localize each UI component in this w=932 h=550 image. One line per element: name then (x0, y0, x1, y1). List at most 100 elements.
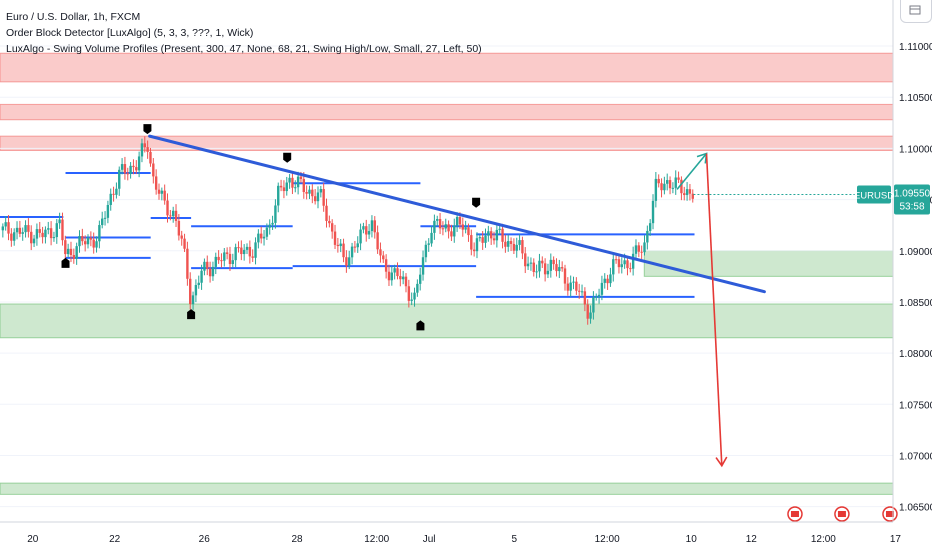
candle-body (58, 219, 61, 224)
candle-body (146, 147, 149, 152)
candle-body (328, 220, 331, 224)
candle-body (683, 193, 686, 196)
candle-body (52, 237, 56, 239)
candle-body (285, 182, 288, 192)
candle-body (674, 177, 677, 188)
candle-body (643, 242, 646, 253)
candle-body (120, 164, 124, 170)
legend-indicator-volume-profiles[interactable]: LuxAlgo - Swing Volume Profiles (Present… (6, 43, 482, 55)
candle-body (330, 223, 334, 232)
candle-body (410, 299, 413, 301)
candle-body (458, 216, 462, 225)
candle-body (143, 143, 146, 148)
candle-body (512, 243, 516, 251)
candle-body (455, 216, 459, 226)
candle-body (7, 222, 10, 234)
candle-body (444, 224, 447, 229)
candle-body (555, 264, 558, 272)
settings-icon (909, 5, 921, 15)
candle-body (396, 268, 399, 277)
candle-body (217, 256, 220, 261)
candle-body (629, 268, 632, 270)
candle-body (447, 224, 450, 232)
candle-body (12, 232, 16, 241)
legend-symbol-title[interactable]: Euro / U.S. Dollar, 1h, FXCM (6, 11, 141, 23)
candle-body (308, 189, 311, 194)
candle-body (603, 278, 606, 283)
candle-body (350, 246, 354, 258)
candle-body (89, 237, 93, 240)
candle-body (654, 178, 658, 201)
candle-body (421, 257, 425, 275)
candle-body (438, 219, 442, 229)
candle-body (69, 248, 73, 255)
candle-body (279, 185, 283, 188)
candle-body (257, 233, 260, 243)
candle-body (305, 192, 308, 194)
candle-body (600, 282, 604, 295)
candle-body (430, 232, 433, 244)
candle-body (495, 229, 499, 241)
candle-body (498, 228, 501, 230)
candle-body (464, 227, 467, 230)
price-tick-label: 1.08500 (899, 298, 932, 309)
candle-body (271, 222, 274, 225)
price-tick-label: 1.10500 (899, 93, 932, 104)
candle-body (384, 259, 388, 272)
candles-layer (1, 136, 694, 325)
candle-body (183, 238, 186, 249)
candle-body (637, 245, 641, 252)
price-axis[interactable]: 1.110001.105001.100001.095001.090001.085… (892, 0, 932, 522)
candle-body (336, 244, 340, 247)
candle-body (319, 189, 323, 193)
candle-body (288, 177, 291, 183)
chart-legend: Euro / U.S. Dollar, 1h, FXCM Order Block… (6, 9, 482, 57)
candle-body (47, 228, 50, 230)
chart-settings-button[interactable] (900, 0, 932, 23)
candle-body (245, 246, 249, 250)
grid-layer (0, 45, 893, 508)
candle-body (112, 193, 115, 195)
swing-markers-layer (61, 124, 481, 331)
candle-body (15, 227, 19, 233)
candle-body (41, 232, 44, 238)
time-axis[interactable]: 20 22 26 28 12:00 Jul 5 12:00 10 12 12:00 17 (0, 521, 901, 545)
candle-body (475, 238, 479, 252)
candle-body (461, 224, 464, 230)
candle-body (137, 156, 141, 171)
candle-body (92, 239, 95, 248)
arrows-layer (676, 152, 728, 468)
candle-body (572, 281, 575, 283)
legend-indicator-order-block[interactable]: Order Block Detector [LuxAlgo] (5, 3, 3,… (6, 27, 254, 39)
candle-body (66, 248, 70, 255)
candle-body (478, 237, 482, 239)
candle-body (524, 253, 527, 267)
candle-body (575, 281, 578, 291)
candle-body (362, 226, 365, 230)
candle-body (597, 294, 601, 297)
candle-body (231, 260, 235, 265)
candle-body (61, 219, 64, 241)
candle-body (640, 251, 643, 253)
candle-body (274, 205, 277, 223)
events-layer (787, 506, 898, 522)
candle-body (101, 218, 104, 226)
candle-body (149, 151, 152, 164)
candle-body (552, 259, 555, 265)
candle-body (345, 257, 348, 266)
candle-body (197, 282, 200, 286)
event-flag-stripes (837, 511, 846, 517)
swing-high-marker (143, 124, 152, 135)
candle-body (333, 231, 337, 245)
candle-body (316, 192, 320, 202)
candle-body (504, 241, 507, 247)
candle-body (157, 189, 161, 194)
candle-body (214, 256, 217, 267)
candle-body (106, 204, 110, 218)
symbol-badge-text: EURUSD (854, 190, 894, 201)
candle-body (129, 165, 132, 175)
candle-body (353, 246, 357, 248)
time-tick-label: 12 (746, 534, 758, 545)
candle-body (563, 268, 567, 284)
